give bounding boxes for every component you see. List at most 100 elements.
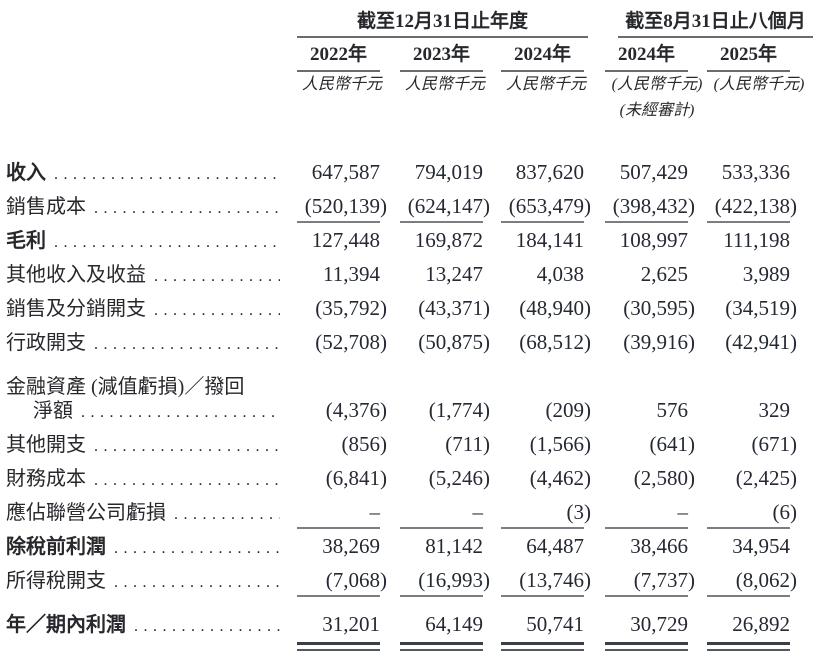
row-label: 淨額 xyxy=(33,400,73,422)
value-cell: (1,566) xyxy=(529,432,591,456)
value-cell: (520,139) xyxy=(297,189,400,223)
year-header-row: 2022年 2023年 2024年 2024年 2025年 xyxy=(0,38,825,72)
value-cell: 31,201 xyxy=(297,607,400,651)
row-label: 年／期內利潤 xyxy=(6,614,126,636)
value-cell: 38,466 xyxy=(630,534,688,558)
value-cell: (671) xyxy=(751,432,798,456)
value-cell: (35,792) xyxy=(315,296,387,320)
value-cell: (50,875) xyxy=(418,330,490,354)
table-row: 其他開支 ...................................… xyxy=(0,427,825,461)
value-cell: 13,247 xyxy=(425,262,483,286)
value-cell: 837,620 xyxy=(515,160,584,184)
value-cell: 3,989 xyxy=(742,262,790,286)
year-header-2022: 2022年 xyxy=(297,38,380,72)
value-cell: 533,336 xyxy=(721,160,790,184)
row-label: 銷售及分銷開支 xyxy=(6,298,146,320)
row-label: 應佔聯營公司虧損 xyxy=(6,502,166,524)
table-row: 應佔聯營公司虧損 ...............................… xyxy=(0,495,825,529)
unit-label: 人民幣千元 xyxy=(301,76,382,93)
value-cell: (1,774) xyxy=(428,398,490,422)
row-label: 收入 xyxy=(6,162,46,184)
value-cell: 64,487 xyxy=(526,534,584,558)
value-cell: 507,429 xyxy=(619,160,688,184)
row-label: 行政開支 xyxy=(6,332,86,354)
value-cell: (398,432) xyxy=(605,189,707,223)
unaudited-note: (未經審計) xyxy=(619,102,695,119)
value-cell: (2,580) xyxy=(633,466,695,490)
table-body: 收入 .....................................… xyxy=(0,155,825,651)
value-cell: 64,149 xyxy=(400,607,501,651)
value-cell: – xyxy=(400,495,501,529)
table-row: 行政開支 ...................................… xyxy=(0,325,825,359)
value-cell: 11,394 xyxy=(323,262,380,286)
dot-leader: ........................................ xyxy=(154,268,280,285)
group-header-interim: 截至8月31日止八個月 xyxy=(618,10,813,38)
group-header-annual: 截至12月31日止年度 xyxy=(297,10,588,38)
note-header-row: (未經審計) xyxy=(0,98,825,124)
value-cell: 30,729 xyxy=(605,607,707,651)
value-cell: (422,138) xyxy=(707,189,825,223)
dot-leader: ........................................ xyxy=(174,506,280,523)
value-cell: 4,038 xyxy=(536,262,584,286)
value-cell: – xyxy=(297,495,400,529)
value-cell xyxy=(501,359,605,393)
value-cell: 81,142 xyxy=(425,534,483,558)
value-cell: 108,997 xyxy=(619,228,688,252)
value-cell: (653,479) xyxy=(501,189,605,223)
value-cell: (39,916) xyxy=(623,330,695,354)
value-cell: – xyxy=(605,495,707,529)
row-label: 毛利 xyxy=(6,230,46,252)
value-cell: (7,068) xyxy=(297,563,400,597)
value-cell: (8,062) xyxy=(707,563,825,597)
year-header-2025-interim: 2025年 xyxy=(707,38,790,72)
value-cell: (641) xyxy=(649,432,696,456)
value-cell: (52,708) xyxy=(315,330,387,354)
value-cell: 26,892 xyxy=(707,607,825,651)
header-label-spacer xyxy=(0,10,297,38)
row-label: 除稅前利潤 xyxy=(6,536,106,558)
group-annual: 截至12月31日止年度 xyxy=(297,10,605,38)
unit-header-row: 人民幣千元 人民幣千元 人民幣千元 (人民幣千元) (人民幣千元) xyxy=(0,72,825,98)
dot-leader: ........................................ xyxy=(94,472,280,489)
value-cell: 184,141 xyxy=(515,228,584,252)
unit-label: (人民幣千元) xyxy=(713,76,805,93)
table-row: 收入 .....................................… xyxy=(0,155,825,189)
value-cell: (6,841) xyxy=(325,466,387,490)
value-cell: 34,954 xyxy=(732,534,790,558)
value-cell: (42,941) xyxy=(725,330,797,354)
value-cell: (711) xyxy=(445,432,490,456)
row-label: 金融資產 (減值虧損)／撥回 xyxy=(6,376,245,398)
table-row: 除稅前利潤 ..................................… xyxy=(0,529,825,563)
dot-leader: ........................................ xyxy=(54,234,280,251)
value-cell: 38,269 xyxy=(322,534,380,558)
unit-label: 人民幣千元 xyxy=(505,76,586,93)
table-row: 財務成本 ...................................… xyxy=(0,461,825,495)
row-label: 其他開支 xyxy=(6,434,86,456)
table-row: 毛利 .....................................… xyxy=(0,223,825,257)
value-cell: (48,940) xyxy=(519,296,591,320)
dot-leader: ........................................ xyxy=(54,166,280,183)
dot-leader: ........................................ xyxy=(94,200,280,217)
value-cell: 127,448 xyxy=(311,228,380,252)
year-header-2023: 2023年 xyxy=(400,38,483,72)
value-cell xyxy=(707,359,825,393)
value-cell: (3) xyxy=(501,495,605,529)
value-cell: 111,198 xyxy=(723,228,790,252)
value-cell: (43,371) xyxy=(418,296,490,320)
value-cell: (856) xyxy=(341,432,388,456)
dot-leader: ........................................ xyxy=(154,302,280,319)
dot-leader: ........................................ xyxy=(94,336,280,353)
row-label: 所得稅開支 xyxy=(6,570,106,592)
value-cell: (624,147) xyxy=(400,189,501,223)
value-cell: 169,872 xyxy=(414,228,483,252)
value-cell xyxy=(400,359,501,393)
group-header-row: 截至12月31日止年度 截至8月31日止八個月 xyxy=(0,10,825,38)
value-cell: (209) xyxy=(545,398,592,422)
value-cell: (30,595) xyxy=(623,296,695,320)
value-cell: 647,587 xyxy=(311,160,380,184)
table-row: 年／期內利潤 .................................… xyxy=(0,607,825,651)
value-cell: 576 xyxy=(656,398,689,422)
dot-leader: ........................................ xyxy=(114,574,280,591)
value-cell: 50,741 xyxy=(501,607,605,651)
